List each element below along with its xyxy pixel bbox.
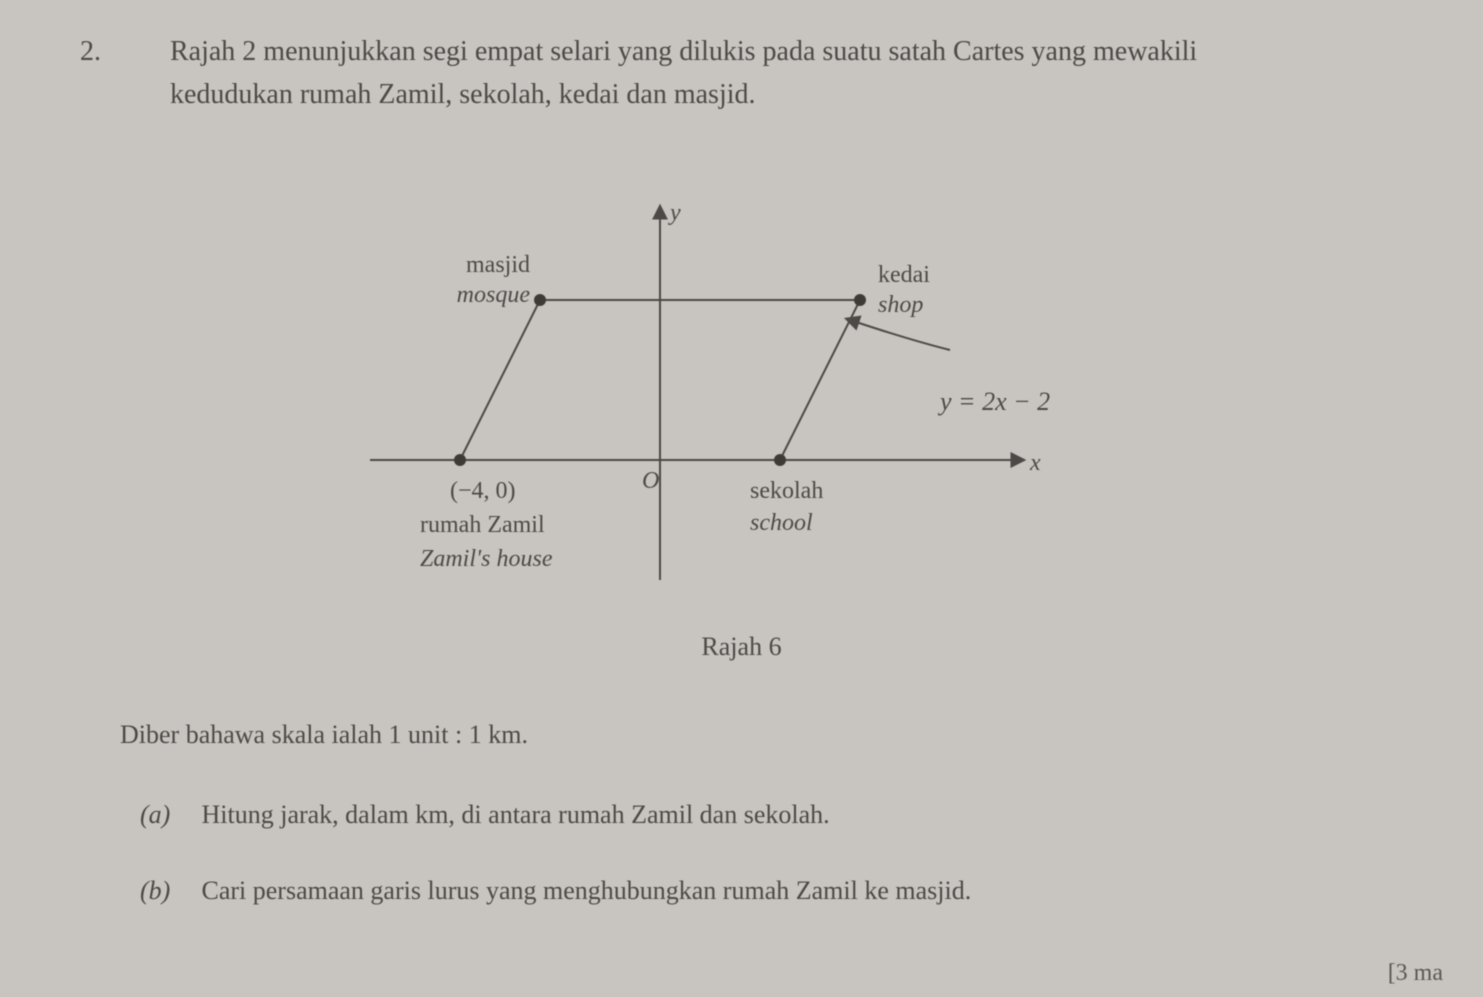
point-rumah (454, 454, 466, 466)
kedai-label-1: kedai (878, 262, 930, 288)
x-axis-label: x (1029, 450, 1041, 476)
origin-label: O (642, 468, 659, 494)
given-text: Diber bahawa skala ialah 1 unit : 1 km. (120, 720, 528, 750)
sekolah-label-1: sekolah (750, 478, 823, 504)
part-a-label: (a) (140, 800, 195, 830)
masjid-label-1: masjid (466, 252, 530, 278)
part-a: (a) Hitung jarak, dalam km, di antara ru… (140, 800, 830, 830)
sekolah-label-2: school (750, 510, 813, 536)
diagram-caption: Rajah 6 (0, 632, 1483, 662)
part-b: (b) Cari persamaan garis lurus yang meng… (140, 876, 971, 906)
point-masjid (534, 294, 546, 306)
point-sekolah (774, 454, 786, 466)
masjid-label-2: mosque (457, 282, 531, 308)
part-b-label: (b) (140, 876, 195, 906)
eq-pointer (850, 320, 950, 350)
point-kedai (854, 294, 866, 306)
kedai-label-2: shop (878, 292, 923, 318)
stem-line-2: kedudukan rumah Zamil, sekolah, kedai da… (170, 79, 756, 110)
part-b-text: Cari persamaan garis lurus yang menghubu… (202, 876, 972, 905)
para-right (780, 300, 860, 460)
part-a-text: Hitung jarak, dalam km, di antara rumah … (202, 800, 830, 829)
diagram: y x O masjid mosque kedai shop (−4, 0) r… (380, 180, 1100, 610)
rumah-label-1: rumah Zamil (420, 512, 545, 538)
rumah-label-2: Zamil's house (420, 546, 553, 572)
y-axis-label: y (668, 200, 681, 226)
question-number: 2. (80, 36, 101, 68)
question-stem: Rajah 2 menunjukkan segi empat selari ya… (170, 30, 1403, 117)
line-equation: y = 2x − 2 (937, 387, 1050, 416)
rumah-coord: (−4, 0) (450, 478, 516, 504)
exam-page: 2. Rajah 2 menunjukkan segi empat selari… (0, 0, 1483, 997)
para-left (460, 300, 540, 460)
stem-line-1: Rajah 2 menunjukkan segi empat selari ya… (170, 36, 1197, 67)
marks-hint: [3 ma (1388, 960, 1443, 987)
